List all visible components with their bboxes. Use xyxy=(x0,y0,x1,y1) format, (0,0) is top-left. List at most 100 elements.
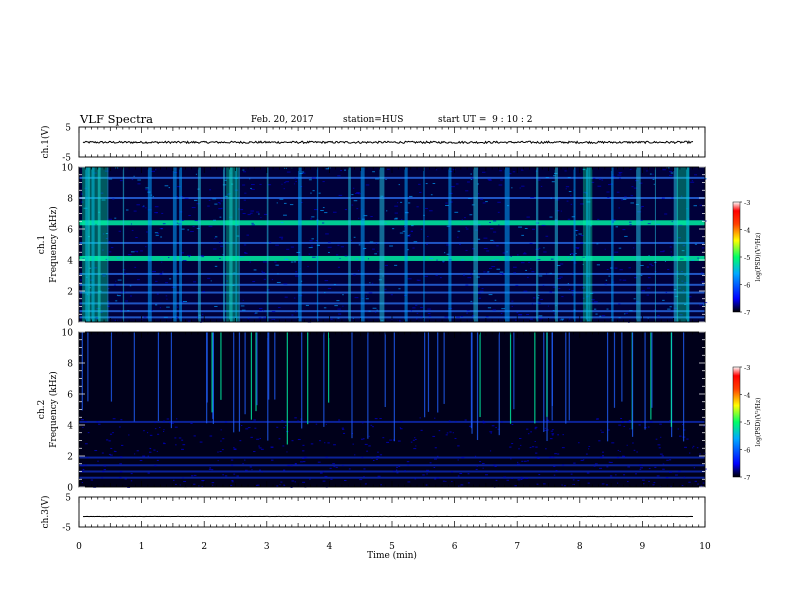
noise-speck xyxy=(180,301,185,303)
noise-speck xyxy=(164,185,169,187)
noise-speck xyxy=(178,437,182,439)
noise-speck xyxy=(512,171,516,173)
noise-speck xyxy=(482,462,485,464)
noise-speck xyxy=(562,464,564,466)
noise-speck xyxy=(566,200,569,202)
noise-speck xyxy=(424,275,428,277)
noise-speck xyxy=(352,421,354,423)
colorbar-tick-label: -4 xyxy=(744,392,750,400)
noise-speck xyxy=(230,484,233,486)
noise-speck xyxy=(247,427,251,429)
noise-speck xyxy=(400,420,403,422)
noise-speck xyxy=(560,484,563,486)
noise-speck xyxy=(494,299,497,301)
noise-speck xyxy=(683,255,688,257)
noise-speck xyxy=(598,440,601,442)
noise-speck xyxy=(677,428,679,430)
noise-speck xyxy=(240,424,243,426)
noise-speck xyxy=(398,184,400,186)
noise-speck xyxy=(181,219,184,221)
noise-speck xyxy=(294,417,297,419)
noise-speck xyxy=(420,228,423,230)
noise-speck xyxy=(457,230,461,232)
frequency-band xyxy=(79,464,705,467)
noise-speck xyxy=(517,463,520,465)
noise-speck xyxy=(601,431,604,433)
noise-speck xyxy=(618,424,622,426)
noise-speck xyxy=(289,204,294,206)
noise-speck xyxy=(174,437,177,439)
noise-speck xyxy=(251,184,255,186)
noise-speck xyxy=(509,446,512,448)
noise-speck xyxy=(609,461,613,463)
noise-speck xyxy=(561,296,564,298)
noise-speck xyxy=(558,288,561,290)
whistler-streak xyxy=(268,332,270,400)
noise-speck xyxy=(310,218,312,220)
whistler-streak xyxy=(509,332,512,424)
noise-speck xyxy=(529,318,533,320)
noise-speck xyxy=(338,313,342,315)
noise-speck xyxy=(526,216,530,218)
noise-speck xyxy=(412,247,415,249)
noise-speck xyxy=(480,198,484,200)
noise-speck xyxy=(669,306,672,308)
noise-speck xyxy=(519,438,522,440)
noise-speck xyxy=(582,297,585,299)
colorbar-tick-label: -4 xyxy=(744,227,750,235)
noise-speck xyxy=(209,189,212,191)
noise-speck xyxy=(115,280,117,282)
noise-speck xyxy=(408,202,411,204)
noise-speck xyxy=(678,470,681,472)
whistler-streak xyxy=(650,332,652,420)
whistler-streak xyxy=(81,332,83,411)
noise-speck xyxy=(521,185,525,187)
noise-speck xyxy=(233,473,236,475)
noise-speck xyxy=(263,317,267,319)
noise-speck xyxy=(324,475,328,477)
noise-speck xyxy=(393,470,396,472)
noise-speck xyxy=(489,431,493,433)
x-tick-label: 5 xyxy=(389,542,395,552)
noise-speck xyxy=(402,230,406,232)
noise-speck xyxy=(242,463,244,465)
noise-speck xyxy=(690,181,695,183)
noise-speck xyxy=(233,447,235,449)
noise-speck xyxy=(495,479,498,481)
noise-speck xyxy=(488,179,492,181)
noise-speck xyxy=(130,223,133,225)
noise-speck xyxy=(337,266,340,268)
noise-speck xyxy=(332,463,335,465)
noise-speck xyxy=(407,278,412,280)
noise-speck xyxy=(254,312,258,314)
noise-speck xyxy=(429,210,433,212)
noise-speck xyxy=(604,248,606,250)
noise-speck xyxy=(465,249,468,251)
noise-speck xyxy=(249,261,251,263)
whistler-streak xyxy=(244,332,246,415)
spectrogram-1 xyxy=(79,167,708,323)
noise-speck xyxy=(597,218,600,220)
noise-speck xyxy=(591,181,595,183)
noise-speck xyxy=(174,426,178,428)
noise-speck xyxy=(357,270,360,272)
noise-speck xyxy=(493,240,495,242)
noise-speck xyxy=(623,474,626,476)
noise-speck xyxy=(697,483,699,485)
noise-speck xyxy=(523,460,527,462)
noise-speck xyxy=(110,247,114,249)
noise-speck xyxy=(555,470,558,472)
noise-speck xyxy=(704,468,707,470)
noise-speck xyxy=(93,172,97,174)
noise-speck xyxy=(385,179,387,181)
noise-speck xyxy=(509,173,512,175)
noise-speck xyxy=(640,264,644,266)
noise-speck xyxy=(284,296,288,298)
noise-speck xyxy=(499,272,504,274)
noise-speck xyxy=(526,460,529,462)
noise-speck xyxy=(576,230,579,232)
noise-speck xyxy=(521,460,524,462)
noise-speck xyxy=(224,179,227,181)
noise-speck xyxy=(567,218,571,220)
y-tick-label: 8 xyxy=(67,195,73,205)
